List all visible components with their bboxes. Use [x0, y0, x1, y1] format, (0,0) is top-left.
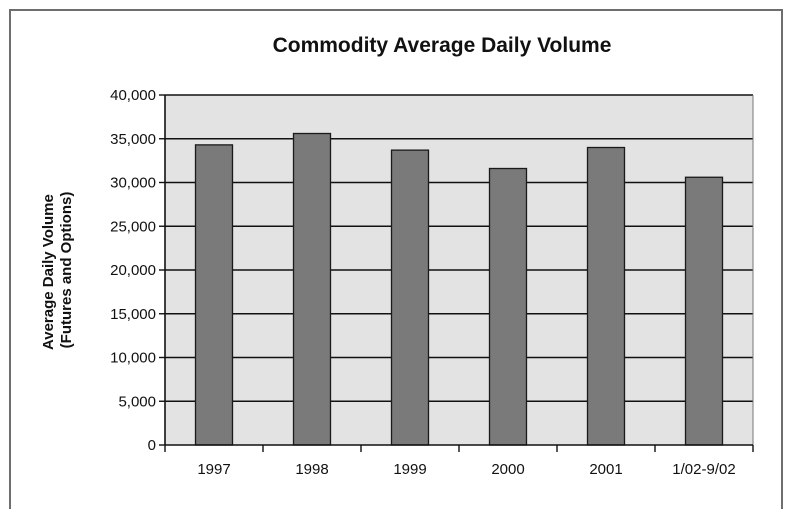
y-tick-label: 5,000 [118, 393, 156, 410]
plot-area: 0 5,000 10,000 15,000 20,000 25,000 30,000 35,0… [110, 87, 754, 478]
y-axis-label-line-1: Average Daily Volume [40, 194, 57, 350]
bar-2001 [586, 146, 626, 446]
y-tick-label: 40,000 [110, 87, 156, 104]
chart-title: Commodity Average Daily Volume [273, 34, 612, 57]
y-tick-label: 20,000 [110, 262, 156, 279]
bar-2000 [488, 167, 528, 446]
x-tick-label: 1999 [393, 461, 426, 478]
x-tick-label: 1/02-9/02 [672, 461, 735, 478]
y-axis-label-line-2: (Futures and Options) [58, 192, 75, 349]
bar-1997 [194, 144, 234, 446]
y-tick-label: 30,000 [110, 175, 156, 192]
y-axis-label: Average Daily Volume (Futures and Option… [40, 190, 75, 350]
y-tick-label: 10,000 [110, 350, 156, 367]
y-tick-label: 35,000 [110, 131, 156, 148]
bar-1-02-9-02 [684, 176, 724, 446]
x-tick-label: 1997 [197, 461, 230, 478]
y-tick-label: 25,000 [110, 218, 156, 235]
x-tick-label: 1998 [295, 461, 328, 478]
bar-1999 [390, 149, 430, 446]
bar-1998 [292, 132, 332, 446]
x-tick-label: 2001 [589, 461, 622, 478]
y-tick-label: 0 [148, 437, 156, 454]
x-tick-label: 2000 [491, 461, 524, 478]
y-tick-label: 15,000 [110, 306, 156, 323]
